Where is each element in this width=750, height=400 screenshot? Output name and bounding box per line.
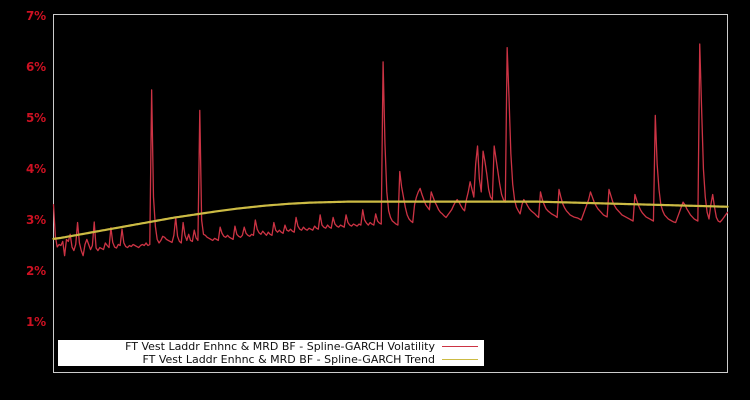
y-axis-tick-7pct: 7%	[26, 9, 46, 23]
y-axis-tick-4pct: 4%	[26, 162, 46, 176]
legend-item-volatility[interactable]: FT Vest Laddr Enhnc & MRD BF - Spline-GA…	[58, 340, 484, 353]
series-line-trend	[52, 200, 729, 240]
y-axis-tick-1pct: 1%	[26, 315, 46, 329]
y-axis-tick-3pct: 3%	[26, 213, 46, 227]
legend-label-trend: FT Vest Laddr Enhnc & MRD BF - Spline-GA…	[142, 353, 436, 366]
legend-label-volatility: FT Vest Laddr Enhnc & MRD BF - Spline-GA…	[125, 340, 435, 353]
legend-swatch-volatility-icon	[442, 346, 478, 347]
y-axis-tick-6pct: 6%	[26, 60, 46, 74]
series-layer	[52, 43, 729, 257]
series-line-volatility	[52, 43, 729, 257]
legend-swatch-trend-icon	[442, 359, 478, 360]
y-axis-tick-5pct: 5%	[26, 111, 46, 125]
y-axis-tick-2pct: 2%	[26, 264, 46, 278]
legend-item-trend[interactable]: FT Vest Laddr Enhnc & MRD BF - Spline-GA…	[58, 353, 484, 366]
chart-legend: FT Vest Laddr Enhnc & MRD BF - Spline-GA…	[58, 340, 484, 366]
plot-frame	[53, 14, 728, 373]
